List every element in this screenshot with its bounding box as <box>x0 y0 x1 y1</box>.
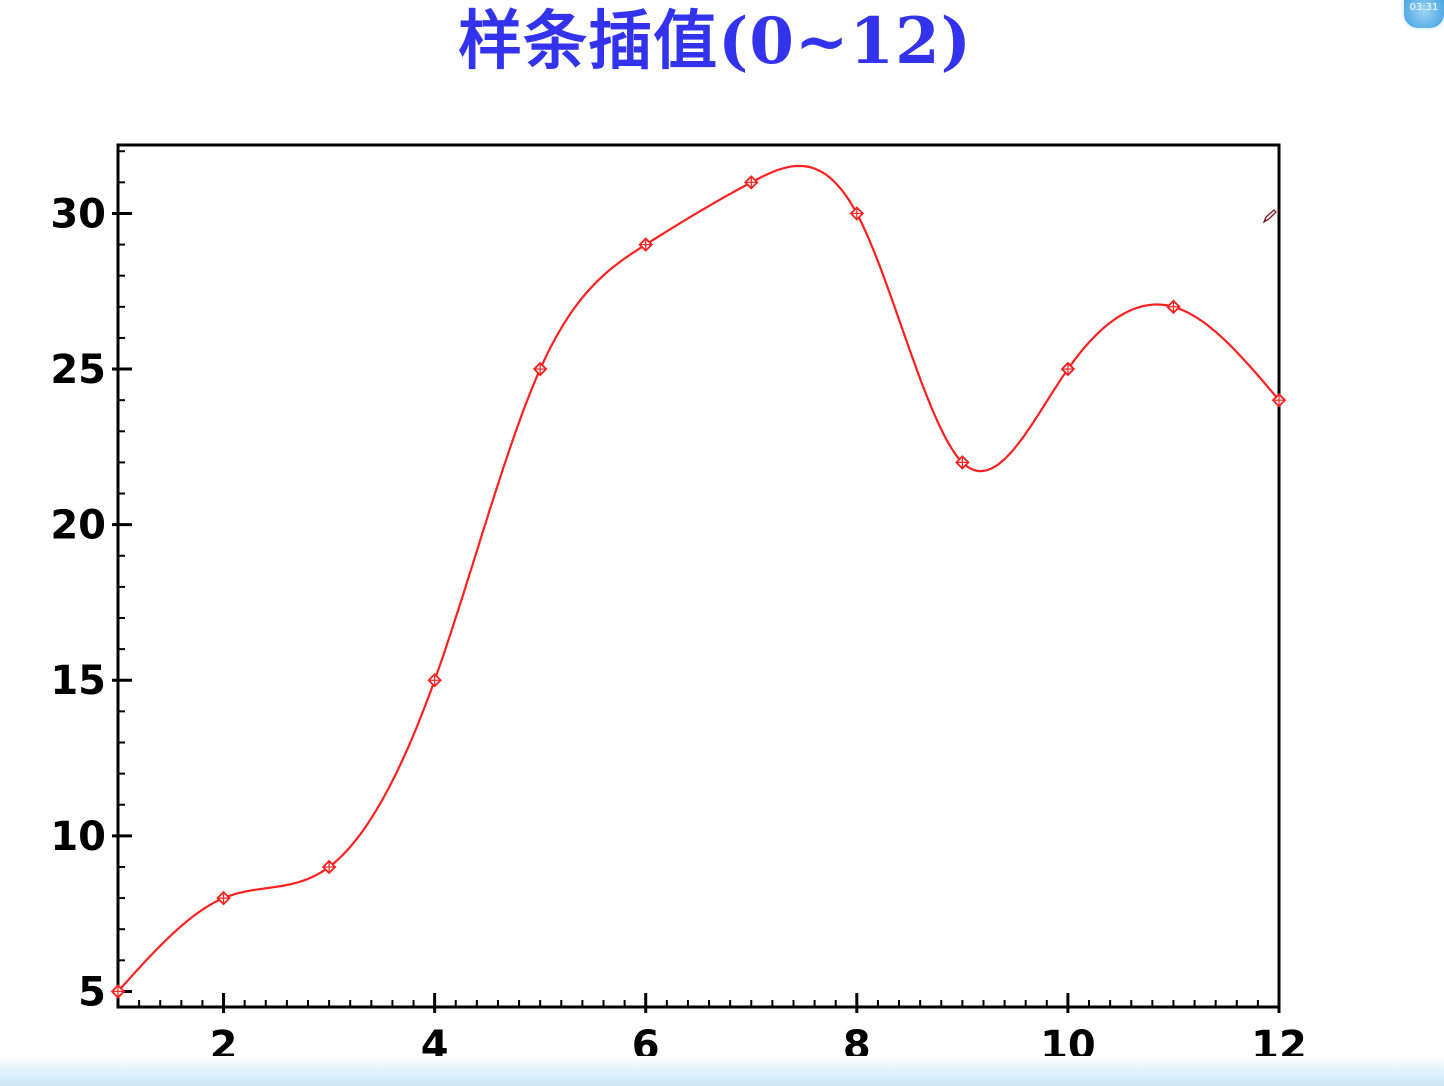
y-major-ticks <box>112 211 132 993</box>
data-point-marker <box>638 237 654 252</box>
y-tick-label: 30 <box>50 191 106 237</box>
y-minor-ticks <box>118 150 125 962</box>
spline-curve <box>117 164 1280 993</box>
data-point-marker <box>1271 392 1287 408</box>
data-point-marker <box>849 206 865 221</box>
data-point-marker <box>427 672 442 688</box>
data-markers <box>110 175 1287 999</box>
data-point-marker <box>216 890 231 906</box>
plot-frame <box>116 143 1281 1009</box>
data-point-marker <box>110 984 126 999</box>
y-tick-label: 5 <box>78 969 106 1015</box>
y-tick-labels: 5 10 15 20 25 30 <box>50 191 106 1015</box>
y-tick-label: 20 <box>50 503 106 549</box>
data-point-marker <box>1060 361 1076 377</box>
y-tick-label: 15 <box>50 658 106 704</box>
x-minor-ticks <box>117 1000 1259 1007</box>
bottom-decorative-strip <box>0 1056 1444 1086</box>
pen-cursor-icon <box>1262 209 1277 224</box>
data-point-marker <box>955 455 970 470</box>
data-point-marker <box>321 859 337 875</box>
data-point-marker <box>743 175 759 190</box>
x-major-ticks <box>222 993 1281 1013</box>
timer-badge: 03:31 <box>1404 0 1444 28</box>
data-point-marker <box>1166 299 1181 315</box>
y-tick-label: 10 <box>50 814 106 860</box>
data-point-marker <box>532 361 548 377</box>
y-tick-label: 25 <box>50 347 106 393</box>
chart-title: 样条插值(0~12) <box>458 4 972 79</box>
